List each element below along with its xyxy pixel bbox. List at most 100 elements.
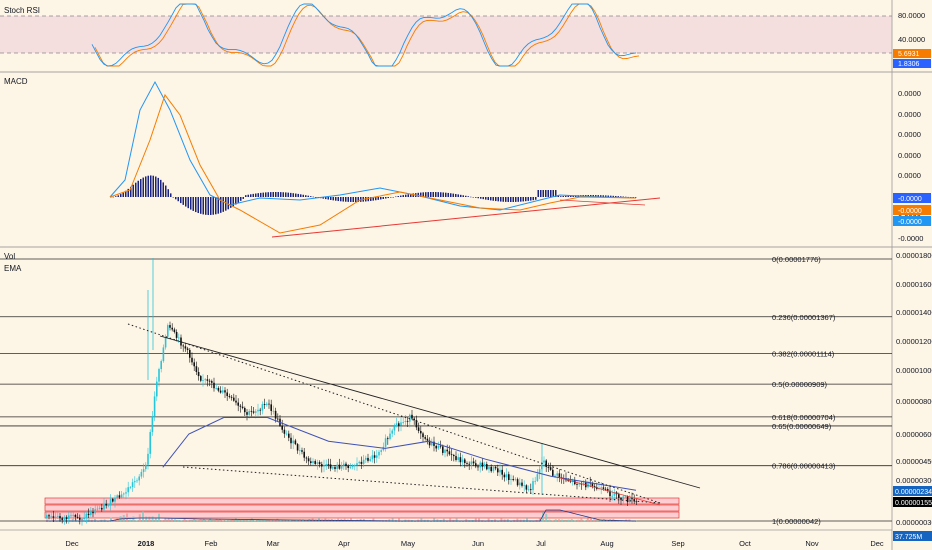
volume-bar bbox=[266, 520, 269, 522]
candle-body bbox=[103, 503, 105, 510]
candle-body bbox=[175, 331, 178, 338]
candle-body bbox=[202, 380, 204, 381]
macd-histogram-bar bbox=[235, 197, 237, 205]
macd-histogram-bar bbox=[210, 197, 212, 215]
candle-body bbox=[109, 498, 112, 506]
macd-histogram-bar bbox=[390, 197, 392, 198]
price-value-badge bbox=[893, 497, 932, 507]
candle-body bbox=[204, 379, 206, 381]
volume-bar bbox=[116, 518, 119, 522]
volume-bar bbox=[135, 520, 138, 522]
volume-bar bbox=[391, 518, 394, 522]
macd-axis-tick: 0.0000 bbox=[898, 89, 921, 98]
time-axis-label: Apr bbox=[338, 539, 350, 548]
macd-histogram-bar bbox=[375, 197, 377, 201]
candle-body bbox=[620, 497, 622, 500]
trendlines[interactable] bbox=[127, 323, 701, 506]
candle-body bbox=[516, 479, 519, 486]
candle-body bbox=[219, 390, 222, 393]
candle-body bbox=[365, 457, 367, 460]
candle-body bbox=[120, 494, 123, 498]
candle-body bbox=[336, 464, 338, 469]
volume-bar bbox=[526, 518, 528, 522]
candle-body bbox=[149, 432, 151, 454]
dotted-resistance-line bbox=[127, 323, 661, 504]
price-axis-tick: 0.00000450 bbox=[896, 457, 932, 466]
macd-histogram-bar bbox=[202, 197, 204, 215]
macd-histogram-bar bbox=[572, 195, 574, 197]
candle-body bbox=[505, 474, 508, 478]
macd-histogram-bar bbox=[187, 197, 189, 209]
macd-histogram-bar bbox=[347, 197, 349, 202]
candle-body bbox=[510, 479, 512, 480]
candle-body bbox=[466, 463, 468, 464]
macd-histogram-bar bbox=[612, 195, 614, 197]
signal-line bbox=[109, 93, 637, 234]
candle-body bbox=[384, 438, 387, 447]
candle-body bbox=[228, 396, 231, 397]
time-axis-label: Aug bbox=[600, 539, 613, 548]
candle-body bbox=[499, 469, 501, 473]
candle-body bbox=[305, 457, 308, 459]
volume-bar bbox=[238, 519, 240, 522]
macd-histogram-bar bbox=[590, 195, 592, 197]
candle-body bbox=[268, 403, 270, 405]
volume-bar bbox=[167, 518, 170, 522]
candle-body bbox=[70, 515, 72, 517]
macd-axis-tick: 0.0000 bbox=[898, 110, 921, 119]
macd-histogram-bar bbox=[595, 195, 597, 197]
macd-histogram-bar bbox=[620, 196, 622, 197]
volume-bar bbox=[558, 519, 560, 522]
volume-bar bbox=[170, 518, 173, 522]
candle-body bbox=[530, 489, 532, 491]
candle-body bbox=[162, 347, 165, 362]
candle-body bbox=[545, 460, 547, 467]
candle-body bbox=[186, 348, 189, 350]
volume-bar bbox=[142, 511, 144, 522]
candle-body bbox=[314, 461, 316, 464]
candle-body bbox=[424, 437, 426, 439]
candle-body bbox=[611, 495, 613, 497]
macd-histogram-bar bbox=[542, 190, 544, 197]
macd-histogram-bar bbox=[540, 190, 542, 197]
candle-body bbox=[46, 515, 48, 518]
macd-histogram-bar bbox=[245, 195, 247, 197]
macd-histogram-bar bbox=[170, 193, 172, 197]
candle-body bbox=[65, 517, 68, 519]
candle-body bbox=[226, 392, 228, 397]
volume-bar bbox=[263, 519, 266, 522]
candle-body bbox=[158, 369, 160, 382]
macd-histogram-bar bbox=[482, 197, 484, 200]
volume-bar bbox=[538, 518, 541, 522]
volume-bar bbox=[94, 518, 96, 522]
macd-histogram-bar bbox=[562, 196, 564, 197]
macd-histogram-bar bbox=[252, 193, 254, 197]
candle-body bbox=[369, 459, 371, 461]
candle-body bbox=[613, 492, 616, 496]
price-axis-tick: 0.00001400 bbox=[896, 308, 932, 317]
volume-bar bbox=[532, 520, 535, 522]
macd-histogram-bar bbox=[370, 197, 372, 201]
fibonacci-levels[interactable]: 0(0.00001776) 0.236(0.00001367) 0.382(0.00… bbox=[0, 255, 892, 526]
candle-body bbox=[635, 501, 638, 503]
macd-histogram-bar bbox=[190, 197, 192, 210]
time-axis: Dec 2018 Feb Mar Apr May Jun Jul Aug Sep Oct Nov Dec bbox=[65, 539, 884, 548]
zone-band bbox=[44, 497, 680, 505]
candle-body bbox=[525, 485, 528, 490]
candle-body bbox=[547, 466, 550, 468]
fib-label: 0.618(0.00000704) bbox=[772, 413, 836, 422]
candle-body bbox=[455, 456, 457, 460]
candle-body bbox=[266, 403, 268, 405]
candle-body bbox=[257, 409, 259, 412]
macd-histogram-bar bbox=[142, 177, 144, 197]
macd-histogram-bar bbox=[367, 197, 369, 202]
candle-body bbox=[490, 466, 492, 472]
volume-bar bbox=[110, 517, 112, 522]
macd-histogram-bar bbox=[625, 196, 627, 198]
price-axis-tick: 0.00001600 bbox=[896, 280, 932, 289]
candle-body bbox=[173, 329, 176, 332]
candle-body bbox=[118, 495, 121, 498]
macd-histogram-bar bbox=[422, 192, 424, 197]
candle-body bbox=[217, 388, 220, 391]
